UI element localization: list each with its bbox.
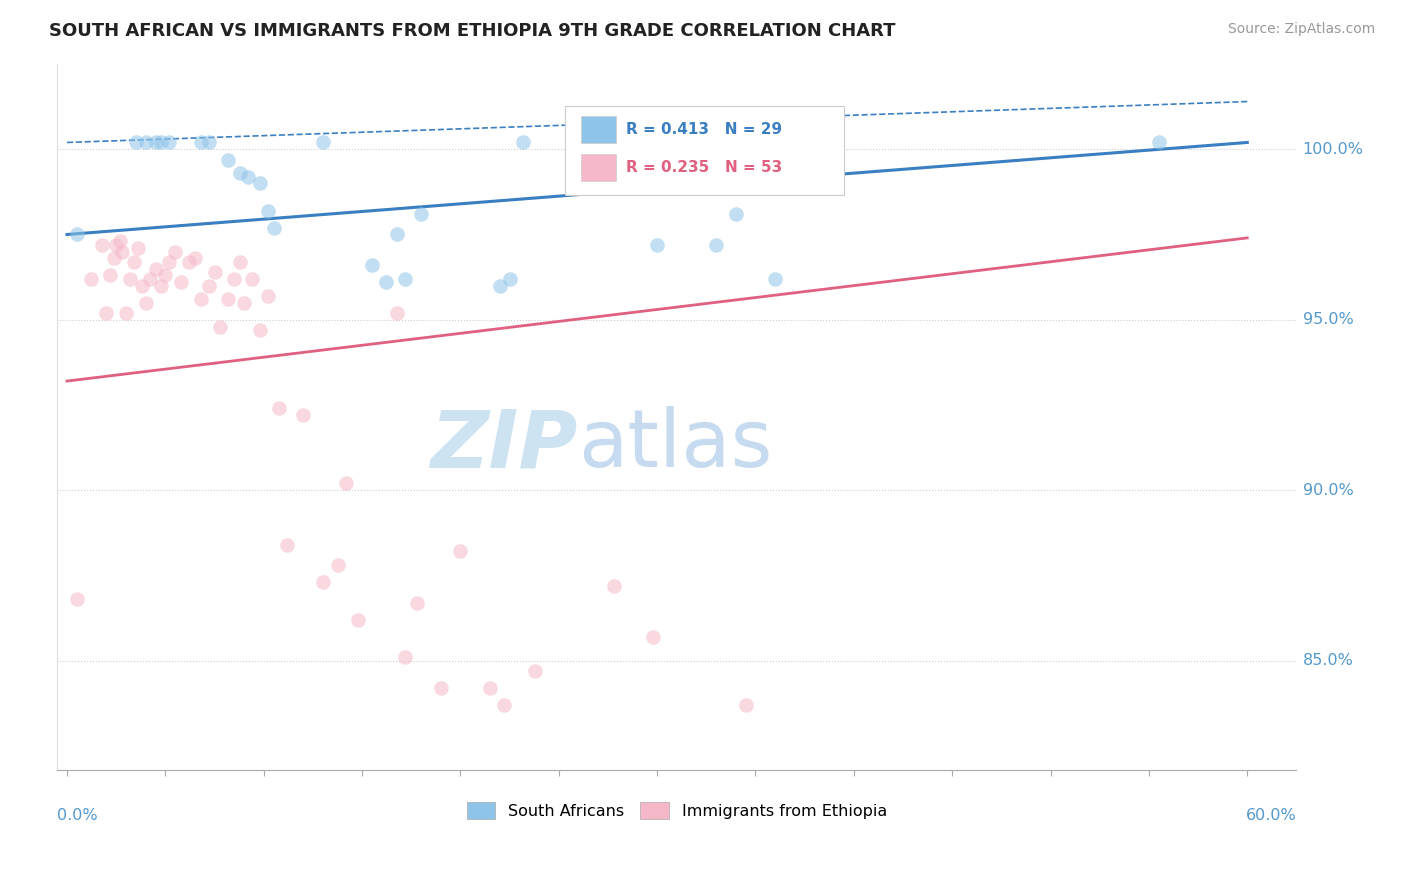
Point <box>643 630 665 644</box>
Text: 95.0%: 95.0% <box>1302 312 1354 327</box>
Point <box>249 323 271 337</box>
Point <box>256 203 278 218</box>
Text: Source: ZipAtlas.com: Source: ZipAtlas.com <box>1227 22 1375 37</box>
Point <box>328 558 350 573</box>
Point <box>478 681 501 695</box>
Point <box>127 241 149 255</box>
Point <box>209 319 232 334</box>
Point <box>449 544 471 558</box>
Point <box>387 306 409 320</box>
Text: ZIP: ZIP <box>430 406 578 484</box>
Point <box>125 136 148 150</box>
Point <box>150 278 173 293</box>
Point <box>122 254 145 268</box>
Point <box>292 408 315 422</box>
Point <box>406 596 429 610</box>
Point <box>224 272 246 286</box>
Point <box>217 292 239 306</box>
Point <box>66 592 89 607</box>
Point <box>157 254 180 268</box>
Point <box>233 295 256 310</box>
Text: 60.0%: 60.0% <box>1246 808 1296 823</box>
Point <box>145 136 167 150</box>
Point <box>734 698 756 712</box>
Point <box>498 272 520 286</box>
Point <box>108 235 131 249</box>
Point <box>269 401 291 416</box>
Point <box>361 258 384 272</box>
Point <box>135 136 157 150</box>
Text: R = 0.413   N = 29: R = 0.413 N = 29 <box>626 122 782 137</box>
Text: 90.0%: 90.0% <box>1302 483 1354 498</box>
Point <box>347 613 370 627</box>
Point <box>103 252 125 266</box>
Point <box>184 252 207 266</box>
Point <box>429 681 451 695</box>
Point <box>138 272 160 286</box>
Point <box>111 244 134 259</box>
Point <box>387 227 409 242</box>
Point <box>645 237 668 252</box>
Point <box>249 177 271 191</box>
Point <box>724 207 747 221</box>
Point <box>374 275 396 289</box>
Point <box>312 575 335 590</box>
Point <box>240 272 263 286</box>
Point <box>603 578 626 592</box>
Point <box>190 136 212 150</box>
Point <box>131 278 153 293</box>
Point <box>763 272 786 286</box>
Point <box>217 153 239 167</box>
Point <box>229 254 252 268</box>
Point <box>157 136 180 150</box>
Point <box>135 295 157 310</box>
Point <box>512 136 534 150</box>
Text: R = 0.235   N = 53: R = 0.235 N = 53 <box>626 161 782 176</box>
Point <box>492 698 515 712</box>
Point <box>150 136 173 150</box>
Point <box>263 220 285 235</box>
Point <box>312 136 335 150</box>
Point <box>488 278 510 293</box>
Point <box>394 272 416 286</box>
Text: SOUTH AFRICAN VS IMMIGRANTS FROM ETHIOPIA 9TH GRADE CORRELATION CHART: SOUTH AFRICAN VS IMMIGRANTS FROM ETHIOPI… <box>49 22 896 40</box>
Point <box>155 268 177 283</box>
Point <box>177 254 200 268</box>
Point <box>66 227 89 242</box>
Text: 0.0%: 0.0% <box>58 808 98 823</box>
Point <box>197 278 219 293</box>
Point <box>197 136 219 150</box>
Point <box>204 265 226 279</box>
Point <box>98 268 121 283</box>
Point <box>79 272 101 286</box>
FancyBboxPatch shape <box>565 106 844 194</box>
Bar <box>582 116 616 143</box>
Point <box>118 272 141 286</box>
Point <box>394 650 416 665</box>
Point <box>236 169 259 184</box>
Point <box>105 237 128 252</box>
Point <box>115 306 138 320</box>
Point <box>96 306 118 320</box>
Point <box>190 292 212 306</box>
Text: 85.0%: 85.0% <box>1302 653 1354 668</box>
Point <box>409 207 432 221</box>
Point <box>744 153 766 167</box>
Text: 100.0%: 100.0% <box>1302 142 1364 157</box>
Point <box>145 261 167 276</box>
Point <box>229 166 252 180</box>
Legend: South Africans, Immigrants from Ethiopia: South Africans, Immigrants from Ethiopia <box>460 796 893 825</box>
Point <box>91 237 114 252</box>
Text: atlas: atlas <box>578 406 772 484</box>
Point <box>256 289 278 303</box>
Point <box>165 244 187 259</box>
Point <box>276 538 298 552</box>
Point <box>1147 136 1170 150</box>
Point <box>335 476 357 491</box>
Bar <box>582 154 616 181</box>
Point <box>524 664 547 678</box>
Point <box>170 275 193 289</box>
Point <box>704 237 727 252</box>
